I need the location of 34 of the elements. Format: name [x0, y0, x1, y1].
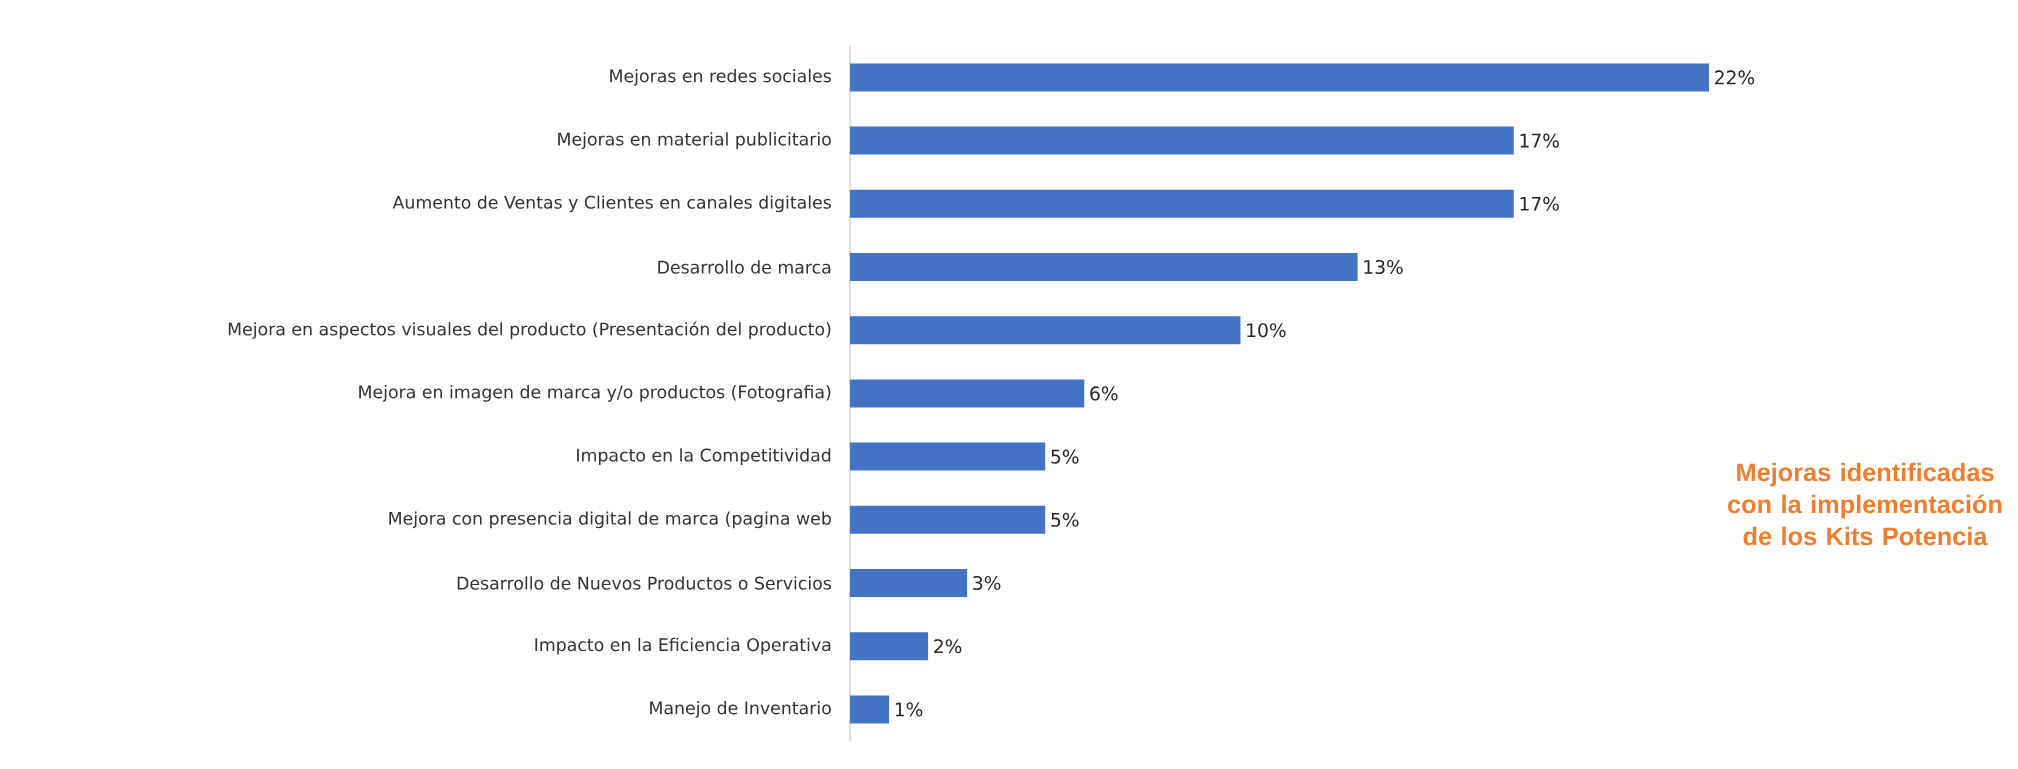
data-label: 17% — [1520, 133, 1559, 148]
y-tick-label: Desarrollo de Nuevos Productos o Servicios — [457, 576, 831, 590]
bar — [850, 126, 1514, 155]
y-tick-label: Mejoras en redes sociales — [610, 69, 831, 86]
y-tick-label: Mejora en imagen de marca y/o productos (Fotografia) — [359, 385, 831, 402]
y-tick-label: Impacto en la Competitividad — [577, 448, 831, 465]
bar — [850, 695, 890, 724]
bar — [850, 63, 1710, 92]
y-tick-label: Mejoras en material publicitario — [558, 132, 831, 149]
y-tick-label: Manejo de Inventario — [650, 701, 831, 718]
bar — [850, 379, 1085, 408]
data-label: 1% — [895, 702, 923, 717]
y-tick-label: Aumento de Ventas y Clientes en canales digitales — [392, 195, 831, 213]
text: Mejoras identificadas con la implementación de los Kits Potencia — [1728, 462, 2002, 546]
bar — [850, 316, 1241, 345]
bar — [850, 189, 1514, 218]
data-label: 6% — [1090, 386, 1118, 401]
bar — [850, 253, 1358, 282]
y-tick-label: Mejora en aspectos visuales del producto (Presentación del producto) — [228, 321, 831, 339]
data-label: 2% — [934, 639, 962, 654]
data-label: 13% — [1364, 259, 1403, 275]
bar — [850, 569, 968, 598]
data-label: 17% — [1520, 196, 1559, 211]
y-tick-label: Desarrollo de marca — [658, 260, 831, 274]
data-label: 22% — [1715, 70, 1755, 85]
y-tick-label: Impacto en la Eficiencia Operativa — [535, 637, 831, 655]
bar — [850, 505, 1046, 534]
data-label: 5% — [1051, 512, 1079, 527]
data-label: 5% — [1051, 449, 1079, 464]
data-label: 3% — [973, 575, 1001, 591]
bar — [850, 442, 1046, 471]
y-tick-label: Mejora con presencia digital de marca (pagina web — [389, 511, 831, 529]
bar — [850, 632, 929, 661]
data-label: 10% — [1247, 323, 1286, 338]
